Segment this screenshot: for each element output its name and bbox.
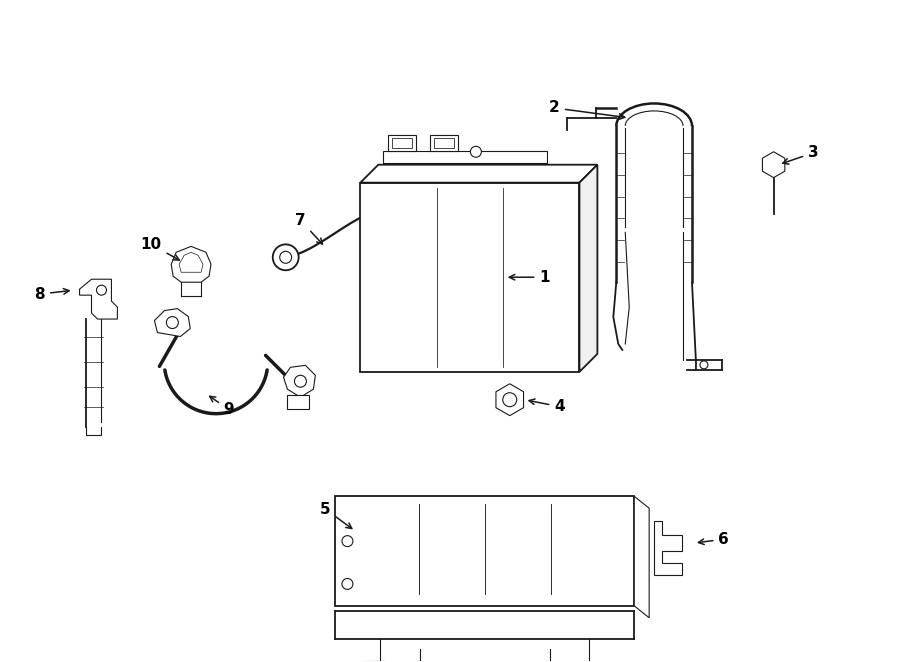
Circle shape xyxy=(342,579,353,589)
Polygon shape xyxy=(155,308,190,336)
Circle shape xyxy=(280,252,292,263)
Circle shape xyxy=(166,316,178,328)
Polygon shape xyxy=(634,496,649,618)
Text: 5: 5 xyxy=(320,502,352,528)
Polygon shape xyxy=(179,252,203,272)
Polygon shape xyxy=(496,384,524,416)
Text: 10: 10 xyxy=(140,237,179,260)
Bar xyxy=(364,661,385,662)
Text: 7: 7 xyxy=(295,213,322,244)
Circle shape xyxy=(503,393,517,406)
Text: 8: 8 xyxy=(34,287,69,302)
Bar xyxy=(336,496,634,606)
Polygon shape xyxy=(580,165,598,372)
Bar xyxy=(392,138,412,148)
Bar xyxy=(383,151,547,163)
Polygon shape xyxy=(284,365,315,397)
Polygon shape xyxy=(171,246,211,282)
Circle shape xyxy=(471,146,482,158)
Text: 2: 2 xyxy=(549,101,625,119)
Polygon shape xyxy=(360,165,598,183)
Circle shape xyxy=(273,244,299,270)
Bar xyxy=(287,395,310,409)
Circle shape xyxy=(700,361,708,369)
Polygon shape xyxy=(79,279,117,319)
Text: 3: 3 xyxy=(783,145,819,164)
Polygon shape xyxy=(654,521,682,575)
Circle shape xyxy=(96,285,106,295)
Text: 6: 6 xyxy=(698,532,729,547)
Text: 1: 1 xyxy=(509,269,550,285)
Text: 9: 9 xyxy=(210,397,234,417)
Bar xyxy=(434,138,454,148)
Polygon shape xyxy=(762,152,785,177)
Bar xyxy=(430,135,458,151)
Bar xyxy=(388,135,416,151)
Text: 4: 4 xyxy=(529,399,565,414)
Circle shape xyxy=(342,536,353,547)
Bar xyxy=(360,183,580,372)
Circle shape xyxy=(294,375,306,387)
